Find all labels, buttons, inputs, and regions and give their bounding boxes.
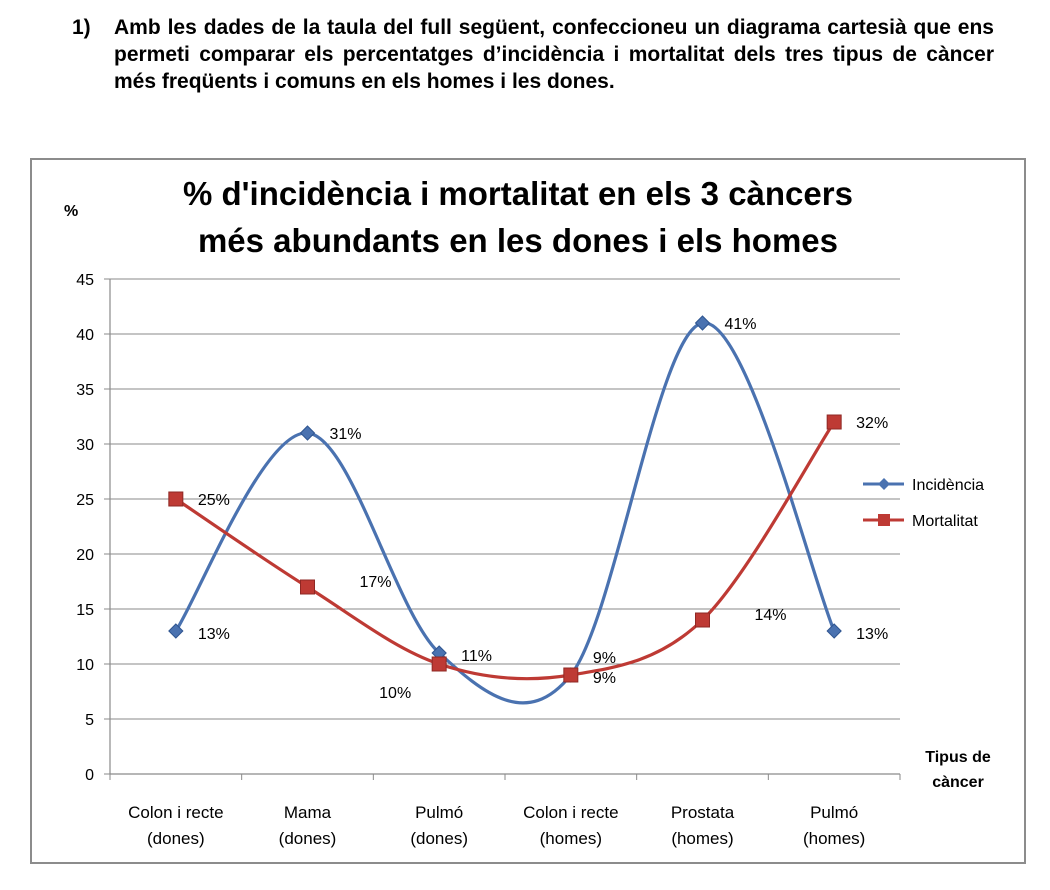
y-axis-title: % bbox=[64, 203, 78, 220]
x-axis-title-line-1: Tipus de bbox=[925, 749, 991, 766]
data-label: 9% bbox=[593, 650, 616, 667]
y-tick-label: 5 bbox=[85, 712, 94, 729]
y-tick-label: 10 bbox=[76, 657, 94, 674]
x-category-label: (homes) bbox=[671, 829, 733, 848]
data-label: 13% bbox=[198, 626, 230, 643]
y-tick-label: 0 bbox=[85, 767, 94, 784]
y-tick-label: 20 bbox=[76, 547, 94, 564]
y-tick-label: 40 bbox=[76, 327, 94, 344]
question-text: Amb les dades de la taula del full següe… bbox=[114, 16, 994, 93]
x-category-label: (dones) bbox=[410, 829, 468, 848]
y-tick-label: 25 bbox=[76, 492, 94, 509]
legend-marker-diamond bbox=[878, 478, 890, 490]
x-axis-title-line-2: càncer bbox=[932, 774, 984, 791]
series-line-incidència bbox=[174, 321, 836, 705]
data-label: 25% bbox=[198, 492, 230, 509]
data-label: 14% bbox=[755, 607, 787, 624]
question-number: 1) bbox=[72, 16, 91, 39]
mortalitat-point bbox=[563, 667, 579, 683]
mortalitat-point bbox=[168, 491, 184, 507]
y-tick-label: 35 bbox=[76, 382, 94, 399]
x-category-label: Mama bbox=[284, 803, 332, 822]
incidencia-point bbox=[299, 425, 316, 441]
x-category-label: (homes) bbox=[803, 829, 865, 848]
x-category-label: (homes) bbox=[540, 829, 602, 848]
x-category-label: Colon i recte bbox=[128, 803, 223, 822]
mortalitat-point bbox=[826, 414, 842, 430]
mortalitat-point bbox=[300, 579, 315, 595]
legend-label: Mortalitat bbox=[912, 513, 978, 530]
x-category-label: Colon i recte bbox=[523, 803, 618, 822]
y-tick-label: 30 bbox=[76, 437, 94, 454]
data-label: 9% bbox=[593, 670, 616, 687]
legend-label: Incidència bbox=[912, 477, 984, 494]
data-label: 11% bbox=[461, 648, 492, 665]
data-label: 41% bbox=[725, 316, 757, 333]
x-category-label: (dones) bbox=[147, 829, 205, 848]
y-tick-label: 45 bbox=[76, 272, 94, 289]
data-label: 10% bbox=[379, 685, 411, 702]
incidencia-point bbox=[168, 623, 184, 639]
data-label: 31% bbox=[330, 426, 362, 443]
x-category-label: Pulmó bbox=[810, 803, 858, 822]
x-category-label: Prostata bbox=[671, 803, 735, 822]
chart-title-line-2: més abundants en les dones i els homes bbox=[198, 222, 838, 259]
chart-title-line-1: % d'incidència i mortalitat en els 3 càn… bbox=[183, 175, 853, 212]
y-tick-label: 15 bbox=[76, 602, 94, 619]
mortalitat-point bbox=[695, 612, 710, 628]
data-label: 17% bbox=[360, 574, 392, 591]
legend-marker-square bbox=[878, 514, 890, 526]
x-category-label: Pulmó bbox=[415, 803, 463, 822]
incidencia-point bbox=[694, 315, 711, 331]
x-category-label: (dones) bbox=[279, 829, 337, 848]
series-line-mortalitat bbox=[174, 421, 836, 681]
incidencia-point bbox=[826, 623, 842, 639]
data-label: 32% bbox=[856, 415, 888, 432]
exercise-question: 1) Amb les dades de la taula del full se… bbox=[72, 14, 994, 95]
data-label: 13% bbox=[856, 626, 888, 643]
mortalitat-point bbox=[431, 656, 447, 672]
